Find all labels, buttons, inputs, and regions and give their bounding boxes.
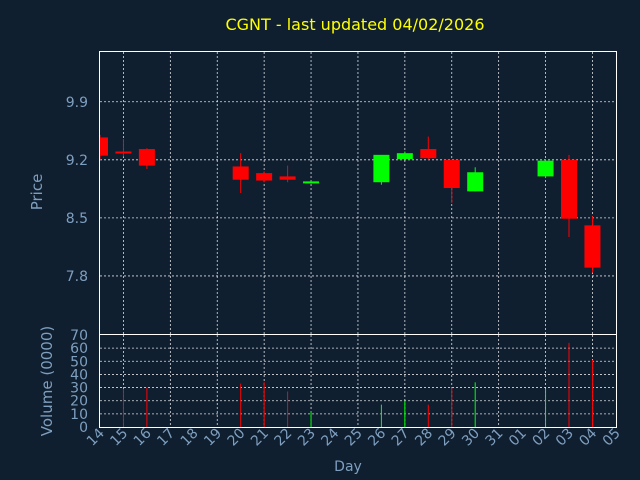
volume-y-tick: 50	[70, 354, 88, 370]
x-tick: 22	[272, 426, 296, 450]
candle-body	[138, 149, 155, 166]
price-grid	[100, 52, 616, 334]
x-tick: 23	[295, 426, 319, 450]
candle-body	[443, 159, 460, 189]
x-tick: 01	[506, 426, 530, 450]
price-axis-label: Price	[28, 174, 46, 211]
price-y-tick: 8.5	[66, 211, 88, 227]
volume-panel-frame	[99, 334, 617, 428]
x-tick: 30	[459, 426, 483, 450]
volume-grid	[100, 335, 616, 427]
price-y-tick-labels: 9.9 9.2 8.5 7.8	[66, 95, 88, 285]
x-tick: 02	[529, 426, 553, 450]
price-y-tick: 9.9	[66, 95, 88, 111]
candle-body	[373, 154, 390, 183]
x-tick: 29	[436, 426, 460, 450]
candle-body	[256, 173, 273, 181]
x-tick: 17	[154, 426, 178, 450]
x-tick: 28	[412, 426, 436, 450]
x-tick: 04	[576, 425, 600, 449]
candle-body	[100, 137, 108, 156]
candle-body	[232, 166, 249, 180]
volume-axis-label: Volume (0000)	[38, 326, 56, 436]
candle-body	[303, 181, 320, 184]
candle-body	[396, 153, 413, 159]
price-candles	[99, 134, 601, 273]
price-y-tick: 7.8	[66, 269, 88, 285]
candle-body	[561, 159, 577, 219]
candle-body	[467, 172, 484, 192]
candle-body	[584, 225, 601, 268]
price-y-tick: 9.2	[66, 153, 88, 169]
volume-y-tick: 70	[70, 328, 88, 344]
candle-body	[279, 176, 296, 180]
x-tick: 25	[342, 426, 366, 450]
volume-y-tick: 40	[70, 367, 88, 383]
x-tick: 31	[483, 426, 507, 450]
x-tick: 05	[600, 426, 624, 450]
volume-y-tick: 30	[70, 381, 88, 397]
candle-body	[537, 160, 554, 177]
x-tick: 03	[553, 426, 577, 450]
x-tick: 16	[131, 425, 155, 449]
volume-bars	[122, 342, 593, 427]
x-tick: 24	[318, 425, 342, 449]
x-tick: 21	[248, 426, 272, 450]
chart-title: CGNT - last updated 04/02/2026	[225, 15, 484, 34]
x-tick: 18	[178, 426, 202, 450]
x-axis-label: Day	[334, 459, 362, 475]
volume-y-tick: 20	[70, 394, 88, 410]
x-tick: 15	[107, 426, 131, 450]
x-tick: 20	[225, 426, 249, 450]
candle-body	[115, 151, 132, 154]
x-tick: 26	[365, 425, 389, 449]
candle-body	[420, 149, 437, 159]
volume-y-tick: 0	[79, 420, 88, 436]
volume-y-tick: 60	[70, 341, 88, 357]
x-tick: 27	[389, 426, 413, 450]
volume-y-tick: 10	[70, 407, 88, 423]
x-tick: 19	[201, 426, 225, 450]
x-tick-labels: 14 15 16 17 18 19 20 21 22 23 24 25 26 27 28 29 30 31 01 02…	[84, 425, 624, 449]
